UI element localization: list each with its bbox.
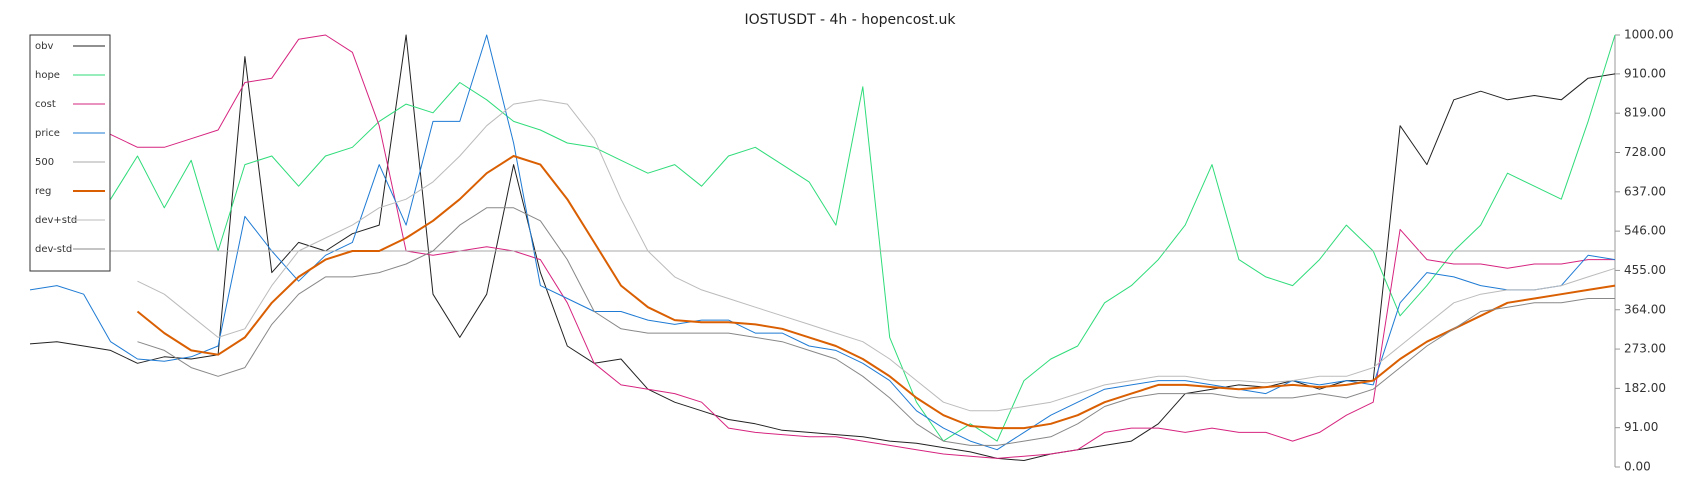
legend-label: hope bbox=[35, 70, 60, 81]
y-tick-label: 819.00 bbox=[1624, 106, 1666, 120]
chart-title: IOSTUSDT - 4h - hopencost.uk bbox=[744, 12, 956, 28]
series-line bbox=[29, 34, 1616, 451]
y-tick-label: 91.00 bbox=[1624, 420, 1658, 434]
legend-label: dev+std bbox=[35, 215, 77, 226]
series-line bbox=[30, 34, 1615, 459]
series-line bbox=[137, 99, 1616, 412]
legend-label: 500 bbox=[35, 157, 54, 168]
legend-box bbox=[29, 34, 111, 272]
series-line bbox=[137, 207, 1615, 446]
legend-label: cost bbox=[35, 99, 56, 110]
series-line bbox=[136, 155, 1616, 430]
legend-label: price bbox=[35, 128, 60, 139]
y-tick-label: 910.00 bbox=[1624, 66, 1666, 80]
y-tick-label: 364.00 bbox=[1624, 302, 1666, 316]
legend-label: reg bbox=[35, 186, 51, 197]
series-line bbox=[29, 34, 1616, 442]
legend: obv hope cost price 500 reg dev+std dev-std bbox=[29, 34, 111, 272]
y-tick-label: 637.00 bbox=[1624, 184, 1666, 198]
y-tick-label: 0.00 bbox=[1624, 460, 1651, 474]
y-tick-label: 182.00 bbox=[1624, 381, 1666, 395]
legend-label: dev-std bbox=[35, 244, 72, 255]
y-tick-label: 546.00 bbox=[1624, 224, 1666, 238]
y-tick-label: 728.00 bbox=[1624, 145, 1666, 159]
y-tick-label: 455.00 bbox=[1624, 263, 1666, 277]
legend-label: obv bbox=[35, 41, 53, 52]
y-tick-label: 1000.00 bbox=[1624, 28, 1674, 42]
series-line bbox=[29, 34, 1616, 461]
y-tick-label: 273.00 bbox=[1624, 342, 1666, 356]
